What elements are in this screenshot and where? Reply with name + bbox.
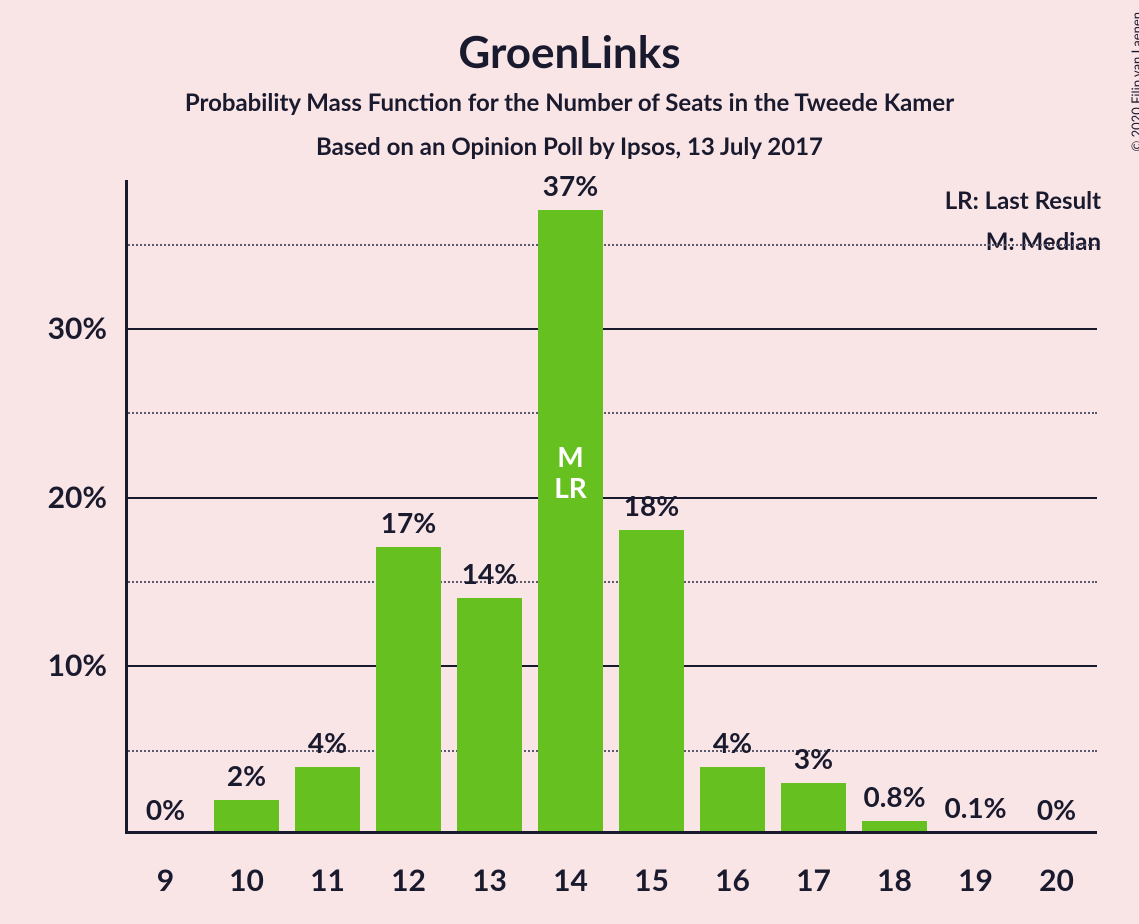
- bar-value-label: 0%: [1016, 792, 1097, 826]
- grid-minor: [125, 581, 1097, 583]
- x-tick-label: 16: [692, 862, 773, 898]
- x-tick-label: 13: [449, 862, 530, 898]
- x-tick-label: 19: [935, 862, 1016, 898]
- bar-value-label: 0.1%: [935, 790, 1016, 824]
- x-tick-label: 20: [1016, 862, 1097, 898]
- y-tick-label: 10%: [17, 647, 107, 683]
- chart-title: GroenLinks: [0, 26, 1139, 78]
- x-tick-label: 14: [530, 862, 611, 898]
- bar-value-label: 17%: [368, 505, 449, 539]
- x-tick-label: 17: [773, 862, 854, 898]
- bar: [376, 547, 441, 834]
- x-tick-label: 18: [854, 862, 935, 898]
- grid-major: [125, 328, 1097, 330]
- bar-value-label: 2%: [206, 758, 287, 792]
- chart-subtitle-2: Based on an Opinion Poll by Ipsos, 13 Ju…: [0, 132, 1139, 161]
- grid-major: [125, 665, 1097, 667]
- x-tick-label: 12: [368, 862, 449, 898]
- bar-value-label: 4%: [692, 725, 773, 759]
- grid-minor: [125, 750, 1097, 752]
- bar-value-label: 4%: [287, 725, 368, 759]
- bar-annotation: M: [538, 441, 603, 472]
- x-axis: [125, 831, 1097, 834]
- grid-minor: [125, 244, 1097, 246]
- x-tick-label: 9: [125, 862, 206, 898]
- bar-value-label: 0%: [125, 792, 206, 826]
- bar-value-label: 3%: [773, 741, 854, 775]
- bar: [214, 800, 279, 834]
- y-tick-label: 20%: [17, 479, 107, 515]
- chart-subtitle-1: Probability Mass Function for the Number…: [0, 88, 1139, 117]
- bar-annotation-group: MLR: [538, 441, 603, 503]
- bar-value-label: 37%: [530, 168, 611, 202]
- bar: [619, 530, 684, 834]
- bar-value-label: 18%: [611, 488, 692, 522]
- copyright-text: © 2020 Filip van Laenen: [1129, 12, 1139, 152]
- bar-annotation: LR: [538, 472, 603, 503]
- x-tick-label: 15: [611, 862, 692, 898]
- bar: [295, 767, 360, 834]
- bar-value-label: 14%: [449, 556, 530, 590]
- y-axis: [125, 180, 128, 834]
- x-tick-label: 10: [206, 862, 287, 898]
- y-tick-label: 30%: [17, 310, 107, 346]
- bar: [700, 767, 765, 834]
- bar: [457, 598, 522, 834]
- bar: [781, 783, 846, 834]
- plot-area: 10%20%30%0%92%104%1117%1214%13MLR37%1418…: [125, 180, 1097, 834]
- bar-value-label: 0.8%: [854, 779, 935, 813]
- grid-minor: [125, 412, 1097, 414]
- x-tick-label: 11: [287, 862, 368, 898]
- bar: MLR: [538, 210, 603, 834]
